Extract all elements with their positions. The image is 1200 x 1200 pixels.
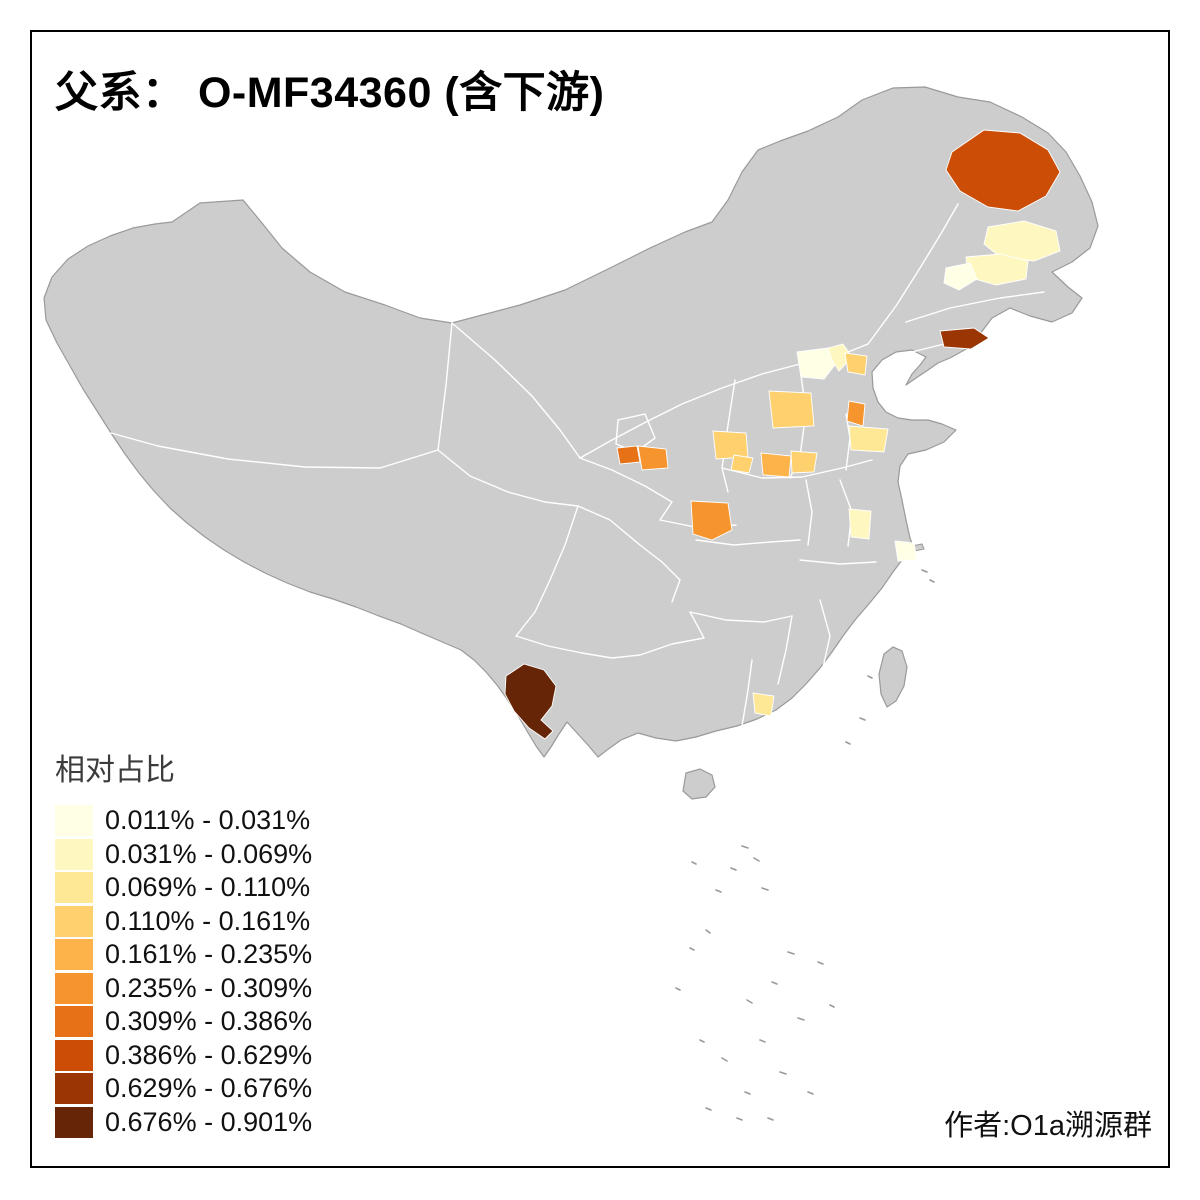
legend-label-9: 0.629% - 0.676% [105,1073,313,1103]
legend-swatch-4 [55,905,93,937]
legend-swatch-2 [55,838,93,870]
mainland-outline [43,86,1099,758]
legend-label-10: 0.676% - 0.901% [105,1106,313,1137]
region-beijing-cream-a [796,347,839,380]
region-beijing-cream-b [827,343,853,372]
region-shanxi-amber-b [730,454,754,474]
legend-row-9: 0.629% - 0.676% [55,1073,395,1104]
author-credit: 作者:O1a溯源群 [944,1110,1152,1142]
region-yunnan-darkest-brown [504,663,557,740]
hainan-island [682,768,716,800]
region-northeast-of-beijing-amber [844,352,868,376]
legend-row-8: 0.386% - 0.629% [55,1039,395,1071]
legend-label-7: 0.309% - 0.386% [105,1006,313,1036]
region-guangdong-pale-yellow [752,692,775,717]
region-gansu-strong-orange [616,445,641,465]
page-title: 父系： O-MF34360 (含下游) [55,69,605,117]
legend-row-3: 0.069% - 0.110% [55,872,395,903]
legend-swatch-6 [55,972,93,1004]
legend-row-5: 0.161% - 0.235% [55,939,395,970]
legend-swatch-1 [55,805,93,836]
south-china-sea-islets [675,569,935,1121]
legend-swatch-5 [55,939,93,970]
region-northeast-dark-orange [945,129,1061,212]
legend-row-4: 0.110% - 0.161% [55,905,395,937]
base-map [43,86,1099,800]
legend-label-2: 0.031% - 0.069% [105,838,313,869]
legend-row-2: 0.031% - 0.069% [55,838,395,870]
region-bohai-coast-orange [846,400,866,427]
legend-label-6: 0.235% - 0.309% [105,972,313,1003]
legend-label-3: 0.069% - 0.110% [105,872,311,902]
legend: 相对占比 0.011% - 0.031% 0.031% - 0.069% 0.069… [55,745,395,1140]
taiwan-island [878,646,908,708]
region-shandong-pale-yellow [848,425,889,453]
region-jiangsu-pale [848,508,872,540]
legend-label-8: 0.386% - 0.629% [105,1039,313,1070]
legend-swatch-10 [55,1106,93,1138]
region-liaoning-dark-brown [939,327,990,350]
region-shaanxi-orange [690,500,733,541]
legend-title: 相对占比 [55,754,175,787]
region-northeast-cream [943,262,978,291]
region-shanghai-cream [894,540,918,562]
region-patches [504,129,1061,740]
legend-label-4: 0.110% - 0.161% [105,905,311,936]
legend-swatch-9 [55,1073,93,1104]
legend-swatch-3 [55,872,93,903]
region-gansu-orange [637,445,669,471]
legend-swatch-8 [55,1039,93,1071]
region-northeast-pale-a [983,220,1061,262]
legend-rows: 0.011% - 0.031% 0.031% - 0.069% 0.069% - 0… [55,805,395,1138]
legend-row-7: 0.309% - 0.386% [55,1006,395,1037]
legend-row-1: 0.011% - 0.031% [55,805,395,836]
legend-swatch-7 [55,1006,93,1037]
region-shanxi-amber-a [712,430,749,460]
legend-label-1: 0.011% - 0.031% [105,805,311,835]
legend-row-6: 0.235% - 0.309% [55,972,395,1004]
region-hebei-amber [768,390,815,429]
region-henan-amber [790,450,818,474]
legend-label-5: 0.161% - 0.235% [105,939,313,969]
region-henan-orange [760,452,792,478]
legend-row-10: 0.676% - 0.901% [55,1106,395,1138]
